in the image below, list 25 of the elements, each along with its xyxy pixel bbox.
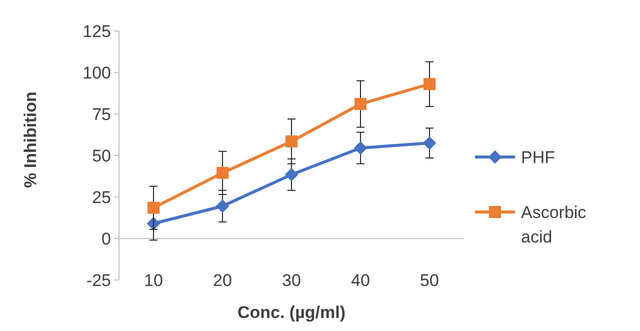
x-tick-label: 30 — [282, 270, 301, 290]
point — [354, 142, 367, 155]
point — [148, 202, 160, 214]
y-tick-label: 125 — [82, 22, 111, 41]
y-tick-label: 0 — [102, 229, 111, 248]
x-tick-label: 50 — [420, 270, 439, 290]
point — [286, 135, 298, 148]
point — [424, 78, 436, 90]
x-tick-label: 20 — [213, 270, 232, 290]
legend-label: PHF — [521, 148, 555, 167]
point — [423, 136, 436, 150]
point — [216, 200, 229, 213]
legend-label: Ascorbic acid — [521, 202, 587, 247]
y-tick-label: 75 — [92, 104, 111, 124]
x-axis-title: Conc. (µg/ml) — [237, 303, 346, 322]
point — [216, 166, 228, 179]
point — [285, 168, 298, 182]
x-tick-label: 40 — [351, 270, 370, 290]
y-tick-label: 100 — [82, 63, 111, 82]
x-tick-label: 10 — [144, 270, 163, 290]
y-axis-title: % Inhibition — [21, 92, 40, 188]
y-tick-label: 25 — [92, 188, 111, 207]
y-tick-label: -25 — [86, 270, 111, 290]
point — [354, 98, 366, 110]
y-tick-label: 50 — [92, 146, 111, 166]
